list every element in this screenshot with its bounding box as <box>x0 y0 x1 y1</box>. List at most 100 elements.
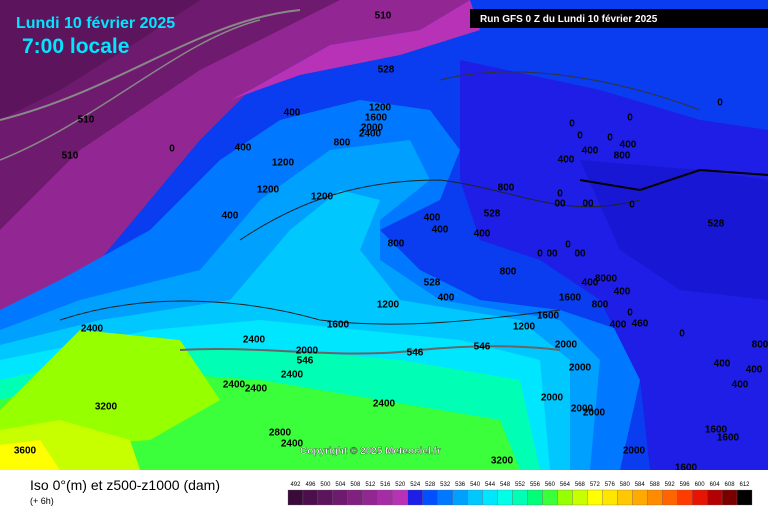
legend-swatch <box>527 489 543 506</box>
contour-label: 800 <box>334 138 351 149</box>
contour-label: 0 <box>577 131 583 142</box>
legend-value: 548 <box>500 482 511 488</box>
contour-label: 400 <box>614 287 631 298</box>
contour-label: 8000 <box>595 274 618 285</box>
legend-swatch <box>287 489 304 506</box>
contour-label: 400 <box>222 211 239 222</box>
contour-label: 2000 <box>623 446 646 457</box>
legend-value: 544 <box>485 482 496 488</box>
contour-label: 2400 <box>281 370 304 381</box>
contour-label: 2400 <box>223 380 246 391</box>
contour-label: 3600 <box>14 446 37 457</box>
legend-swatch <box>617 489 633 506</box>
legend-swatch <box>437 489 453 506</box>
legend-value: 604 <box>710 482 721 488</box>
legend-value: 508 <box>350 482 361 488</box>
contour-label: 0 <box>169 144 175 155</box>
contour-label: 00 <box>546 249 558 260</box>
contour-label: 546 <box>297 356 314 367</box>
contour-label: 0 <box>717 98 723 109</box>
color-scale: 492 496 500 504 508 512 516 520 524 528 532 536 540 5… <box>287 482 753 506</box>
contour-label: 0 <box>569 119 575 130</box>
contour-label: 528 <box>424 278 441 289</box>
contour-label: 1600 <box>365 113 388 124</box>
contour-label: 1600 <box>327 320 350 331</box>
contour-label: 400 <box>235 143 252 154</box>
contour-label: 2000 <box>555 340 578 351</box>
contour-label: 2400 <box>243 335 266 346</box>
legend-value: 504 <box>335 482 346 488</box>
contour-label: 3200 <box>491 456 514 467</box>
legend-swatch <box>407 489 423 506</box>
contour-label: 2000 <box>361 123 384 134</box>
contour-label: 528 <box>708 219 725 230</box>
contour-label: 1200 <box>377 300 400 311</box>
legend-value: 560 <box>545 482 556 488</box>
contour-label: 0 <box>607 133 613 144</box>
legend-swatch <box>542 489 558 506</box>
copyright: Copyright © 2025 Meteociel.fr <box>300 446 441 457</box>
legend-swatch <box>422 489 438 506</box>
legend-swatch <box>392 489 408 506</box>
legend-value: 496 <box>305 482 316 488</box>
contour-label: 400 <box>438 293 455 304</box>
contour-label: 0 <box>679 329 685 340</box>
contour-label: 2400 <box>245 384 268 395</box>
legend-title: Iso 0°(m) et z500-z1000 (dam) <box>30 477 220 493</box>
contour-labels: 5105105105280400400120016002000240080012… <box>14 11 768 474</box>
contour-label: 2000 <box>541 393 564 404</box>
legend-swatch <box>482 489 498 506</box>
legend-value: 584 <box>635 482 646 488</box>
contour-label: 0 <box>557 189 563 200</box>
contour-label: 400 <box>424 213 441 224</box>
legend-swatch <box>452 489 468 506</box>
contour-label: 800 <box>500 267 517 278</box>
legend-swatch <box>662 489 678 506</box>
contour-label: 400 <box>558 155 575 166</box>
contour-label: 400 <box>732 380 749 391</box>
legend-swatch <box>721 489 738 506</box>
legend-swatch <box>706 489 723 506</box>
legend-swatch <box>362 489 378 506</box>
contour-label: 1200 <box>513 322 536 333</box>
contour-label: 1600 <box>675 463 698 474</box>
contour-label: 800 <box>592 300 609 311</box>
contour-label: 1600 <box>559 293 582 304</box>
legend-swatch <box>736 489 753 506</box>
legend-swatch <box>587 489 603 506</box>
legend-swatch <box>467 489 483 506</box>
legend-value: 492 <box>290 482 301 488</box>
legend-step: (+ 6h) <box>30 496 54 506</box>
legend-swatch <box>347 489 363 506</box>
contour-label: 800 <box>752 340 768 351</box>
legend-value: 516 <box>380 482 391 488</box>
legend-value: 592 <box>665 482 676 488</box>
legend-value: 512 <box>365 482 376 488</box>
legend-value: 556 <box>530 482 541 488</box>
contour-label: 400 <box>714 359 731 370</box>
contour-label: 400 <box>746 365 763 376</box>
contour-label: 2400 <box>81 324 104 335</box>
time: 7:00 locale <box>22 35 129 58</box>
contour-label: 800 <box>498 183 515 194</box>
contour-label: 546 <box>407 348 424 359</box>
legend-swatch <box>302 489 319 506</box>
contour-label: 460 <box>632 319 649 330</box>
contour-label: 400 <box>582 278 599 289</box>
legend-swatch <box>332 489 349 506</box>
legend-swatch <box>557 489 573 506</box>
contour-label: 1600 <box>705 425 728 436</box>
contour-label: 400 <box>474 229 491 240</box>
contour-label: 00 <box>574 249 586 260</box>
legend-value: 596 <box>680 482 691 488</box>
contour-label: 510 <box>62 151 79 162</box>
run-info: Run GFS 0 Z du Lundi 10 février 2025 <box>480 14 658 25</box>
contour-label: 400 <box>582 146 599 157</box>
contour-label: 3200 <box>95 402 118 413</box>
contour-label: 400 <box>610 320 627 331</box>
contour-label: 400 <box>284 108 301 119</box>
contour-label: 546 <box>474 342 491 353</box>
legend-swatch <box>377 489 393 506</box>
legend-swatch <box>317 489 334 506</box>
contour-label: 0 <box>565 240 571 251</box>
